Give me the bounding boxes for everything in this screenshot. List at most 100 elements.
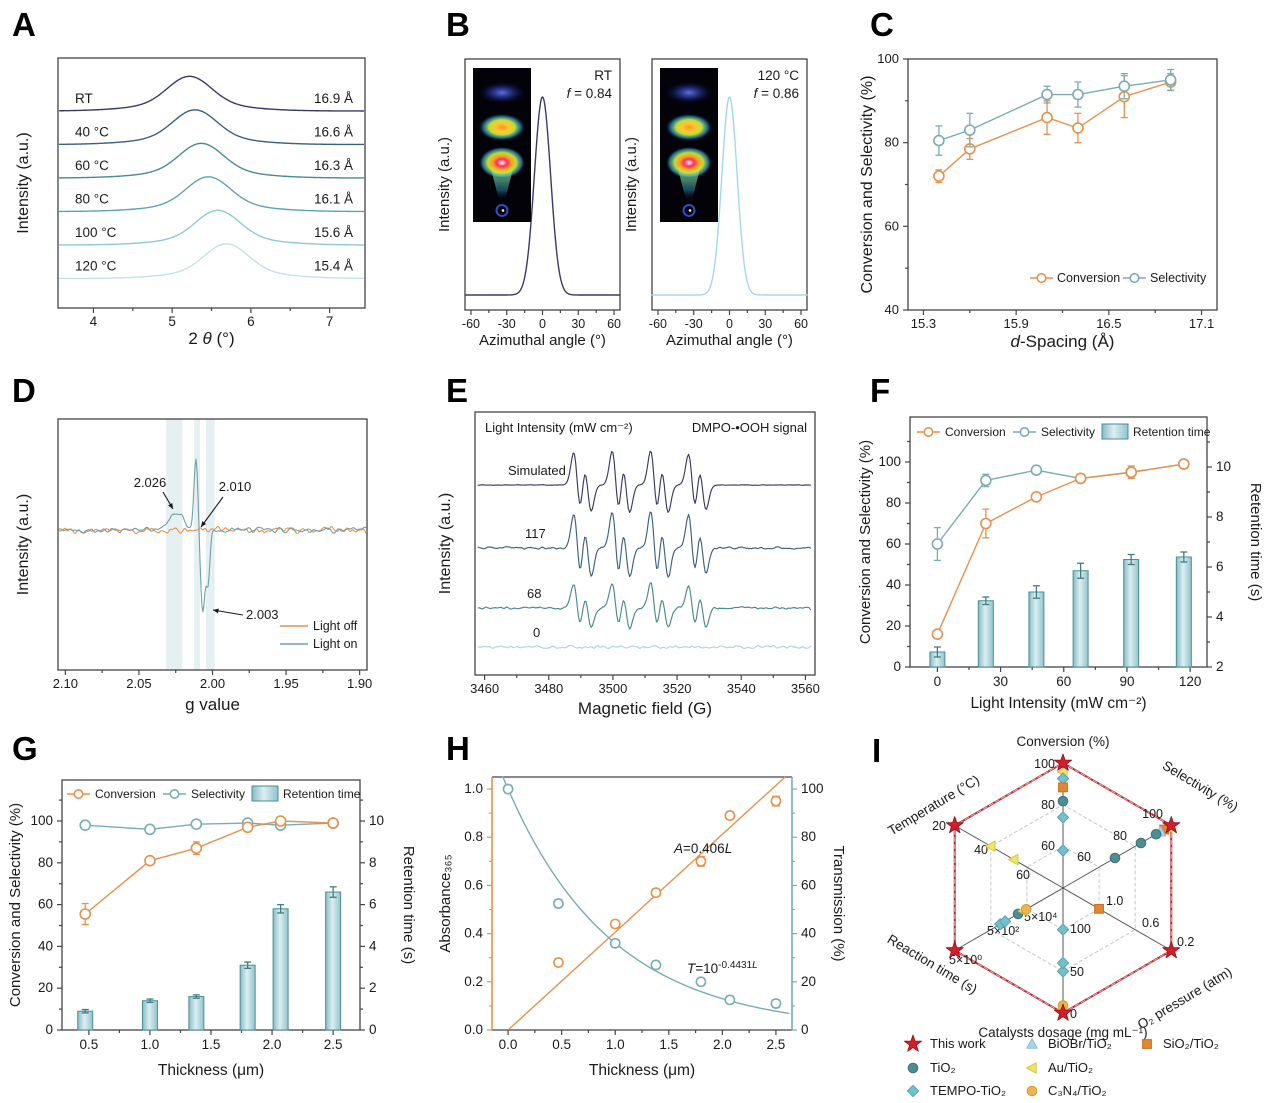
- svg-text:80: 80: [801, 829, 816, 844]
- svg-text:2: 2: [1216, 659, 1224, 674]
- svg-text:3560: 3560: [791, 681, 820, 696]
- svg-text:40: 40: [974, 843, 988, 857]
- svg-text:d-Spacing (Å): d-Spacing (Å): [1011, 332, 1115, 351]
- svg-text:16.5: 16.5: [1096, 316, 1121, 331]
- panel-letter-h: H: [446, 730, 470, 767]
- svg-text:f = 0.86: f = 0.86: [754, 86, 799, 101]
- svg-text:20: 20: [38, 980, 53, 995]
- svg-text:0: 0: [1070, 1007, 1077, 1021]
- svg-text:0: 0: [934, 674, 942, 689]
- svg-text:This work: This work: [930, 1036, 986, 1051]
- svg-text:117: 117: [525, 526, 546, 541]
- svg-text:g value: g value: [185, 695, 240, 714]
- svg-text:6: 6: [369, 897, 377, 912]
- svg-text:Retention time (s): Retention time (s): [400, 846, 417, 964]
- svg-text:40 °C: 40 °C: [75, 125, 109, 140]
- svg-text:2.5: 2.5: [767, 1037, 786, 1052]
- svg-text:Intensity (a.u.): Intensity (a.u.): [437, 493, 454, 594]
- svg-text:120 °C: 120 °C: [758, 68, 800, 83]
- svg-text:15.4 Å: 15.4 Å: [314, 259, 353, 274]
- chart-absorbance-transmission: 0.0 0.5 1.0 1.5 2.0 2.5 0.0 0.2 0.4 0.6 0.8 1.0 0 20 4…: [437, 776, 847, 1079]
- svg-text:2.003: 2.003: [246, 607, 279, 622]
- svg-text:100: 100: [1034, 757, 1055, 771]
- svg-text:-60: -60: [462, 317, 480, 331]
- svg-text:60: 60: [801, 877, 816, 892]
- svg-text:60: 60: [886, 536, 901, 551]
- svg-text:1.0: 1.0: [141, 1037, 160, 1052]
- svg-text:1.0: 1.0: [464, 781, 483, 796]
- svg-text:100: 100: [878, 454, 901, 469]
- svg-text:Conversion: Conversion: [95, 787, 156, 801]
- svg-text:Au/TiO₂: Au/TiO₂: [1048, 1060, 1093, 1075]
- svg-text:80: 80: [886, 495, 901, 510]
- svg-text:A=0.406L: A=0.406L: [673, 841, 732, 856]
- svg-text:0.6: 0.6: [1142, 916, 1159, 930]
- svg-text:RT: RT: [594, 68, 612, 83]
- svg-text:60 °C: 60 °C: [75, 158, 109, 173]
- svg-text:RT: RT: [75, 91, 93, 106]
- panel-f: F 0 30 60 90 120 0 20 40 60 80 100 2 4 6 8 10 Light Inte…: [850, 370, 1269, 730]
- svg-text:0.2: 0.2: [1177, 935, 1194, 949]
- svg-text:DMPO-•OOH signal: DMPO-•OOH signal: [692, 420, 807, 435]
- svg-text:0: 0: [801, 1022, 809, 1037]
- svg-text:1.5: 1.5: [202, 1037, 221, 1052]
- svg-text:10: 10: [1216, 459, 1231, 474]
- svg-text:10: 10: [369, 813, 384, 828]
- svg-text:60: 60: [1041, 839, 1055, 853]
- panel-a: A 4 5 6 7 2 θ (°) Intensity (a.u.) RT 16.9 Å 40 …: [0, 0, 430, 370]
- svg-text:60: 60: [38, 897, 53, 912]
- svg-text:80 °C: 80 °C: [75, 192, 109, 207]
- svg-text:TiO₂: TiO₂: [930, 1060, 956, 1075]
- chart-dmpo-ooh-epr: 3460 3480 3500 3520 3540 3560 Magnetic field (…: [437, 411, 820, 718]
- svg-text:15.9: 15.9: [1003, 316, 1028, 331]
- panel-letter-d: D: [12, 372, 36, 409]
- svg-text:Selectivity: Selectivity: [1041, 425, 1095, 439]
- svg-text:16.1 Å: 16.1 Å: [314, 192, 353, 207]
- svg-text:40: 40: [38, 938, 53, 953]
- svg-text:5×10⁰: 5×10⁰: [949, 953, 982, 967]
- svg-text:Intensity (a.u.): Intensity (a.u.): [623, 137, 640, 232]
- svg-text:1.0: 1.0: [1106, 894, 1123, 908]
- svg-text:0.4: 0.4: [464, 926, 483, 941]
- svg-text:80: 80: [38, 855, 53, 870]
- svg-text:2 θ (°): 2 θ (°): [188, 329, 234, 348]
- panel-e: E 3460 3480 3500 3520 3540 3560 Magnetic field…: [430, 370, 850, 730]
- svg-text:-60: -60: [649, 317, 667, 331]
- svg-text:20: 20: [886, 618, 901, 633]
- svg-text:0.0: 0.0: [499, 1037, 518, 1052]
- svg-text:0.2: 0.2: [464, 974, 483, 989]
- svg-text:O₂ pressure (atm): O₂ pressure (atm): [1135, 964, 1235, 1032]
- svg-text:100: 100: [877, 51, 899, 66]
- svg-text:5: 5: [168, 314, 176, 329]
- svg-text:2.010: 2.010: [219, 479, 252, 494]
- svg-text:Light on: Light on: [313, 637, 358, 651]
- svg-text:f = 0.84: f = 0.84: [567, 86, 613, 101]
- svg-text:20: 20: [932, 819, 946, 833]
- svg-text:15.6 Å: 15.6 Å: [314, 225, 353, 240]
- panel-letter-g: G: [12, 730, 38, 767]
- svg-text:68: 68: [527, 586, 541, 601]
- chart-epr-gvalue: 2.10 2.05 2.00 1.95 1.90 g value Intensity (a.…: [15, 418, 372, 714]
- svg-text:Conversion: Conversion: [1057, 271, 1120, 285]
- svg-text:7: 7: [326, 314, 334, 329]
- svg-text:Catalysts dosage (mg mL⁻¹): Catalysts dosage (mg mL⁻¹): [978, 1025, 1147, 1040]
- svg-text:60: 60: [1016, 868, 1030, 882]
- svg-text:Retention time: Retention time: [1133, 425, 1211, 439]
- svg-text:2.05: 2.05: [126, 676, 151, 691]
- svg-text:TEMPO-TiO₂: TEMPO-TiO₂: [930, 1083, 1006, 1098]
- svg-text:1.90: 1.90: [347, 676, 372, 691]
- svg-text:6: 6: [1216, 559, 1224, 574]
- panel-h: H 0.0 0.5 1.0 1.5 2.0 2.5 0.0 0.2 0.4 0.6 0.8 1.0 0 2…: [430, 730, 850, 1103]
- svg-text:SiO₂/TiO₂: SiO₂/TiO₂: [1163, 1036, 1219, 1051]
- svg-text:60: 60: [607, 317, 621, 331]
- svg-text:30: 30: [758, 317, 772, 331]
- chart-xrd-temperature: 4 5 6 7 2 θ (°) Intensity (a.u.) RT 16.9 Å 40 °C…: [15, 57, 366, 348]
- svg-text:3460: 3460: [470, 681, 499, 696]
- svg-text:80: 80: [1113, 829, 1127, 843]
- svg-text:-30: -30: [498, 317, 516, 331]
- svg-text:20: 20: [801, 974, 816, 989]
- svg-text:40: 40: [886, 577, 901, 592]
- svg-text:100 °C: 100 °C: [75, 225, 117, 240]
